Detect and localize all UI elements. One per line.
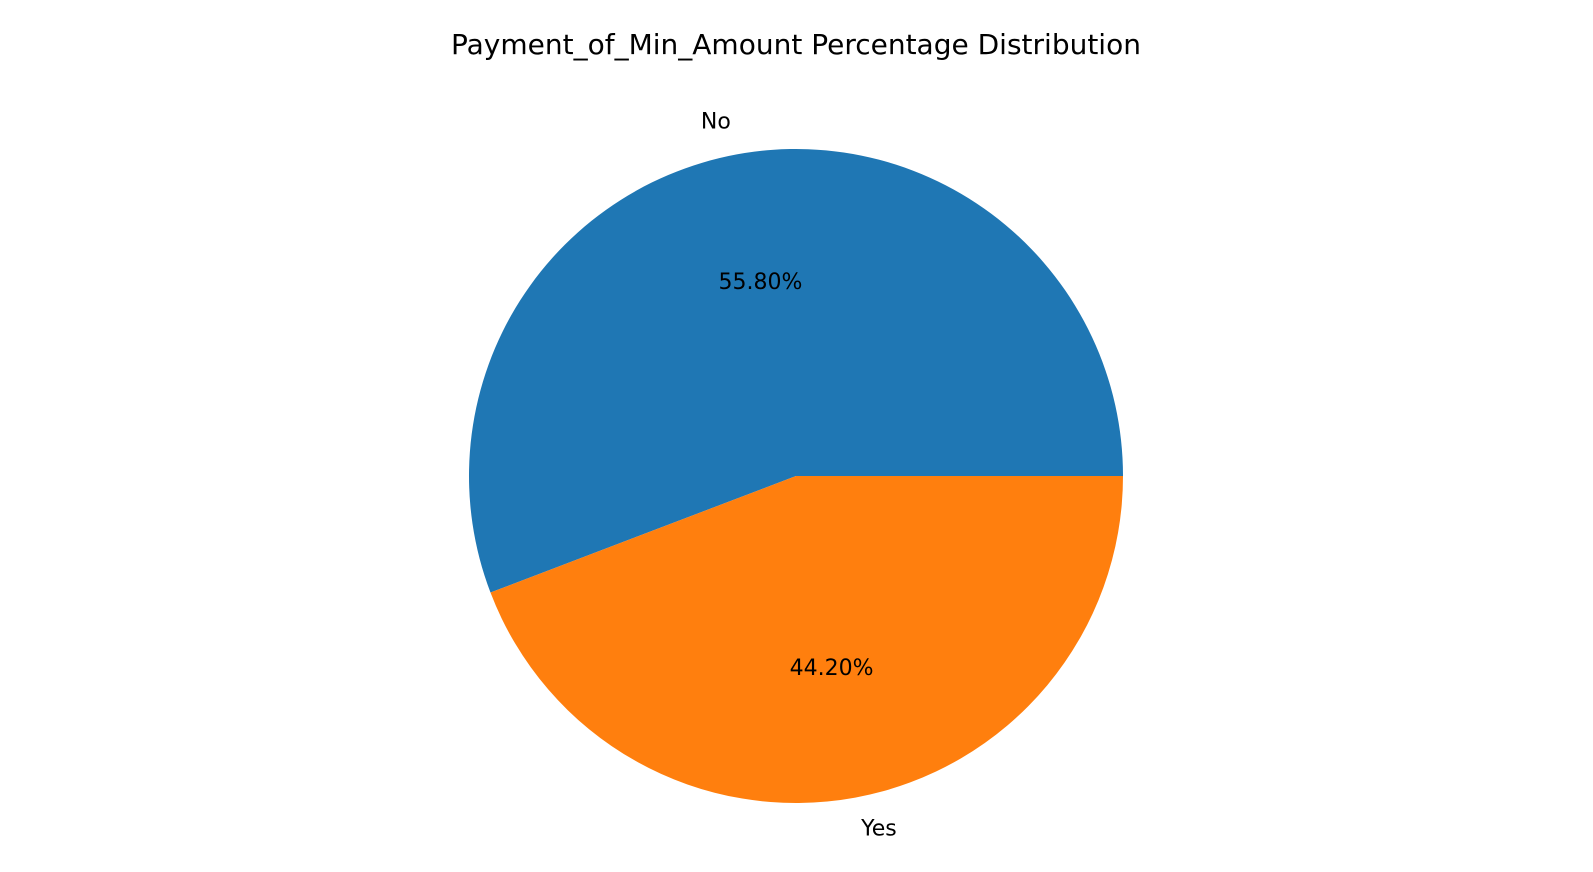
pie-labels: No 55.80% Yes 44.20% (701, 109, 897, 841)
slice-percent-yes: 44.20% (790, 656, 874, 681)
slice-percent-no: 55.80% (719, 270, 803, 295)
pie-slice-no (469, 149, 1123, 593)
chart-title: Payment_of_Min_Amount Percentage Distrib… (451, 28, 1141, 61)
pie-slices (469, 149, 1123, 804)
slice-label-yes: Yes (860, 817, 897, 842)
slice-label-no: No (701, 109, 731, 134)
pie-slice-yes (490, 476, 1123, 804)
